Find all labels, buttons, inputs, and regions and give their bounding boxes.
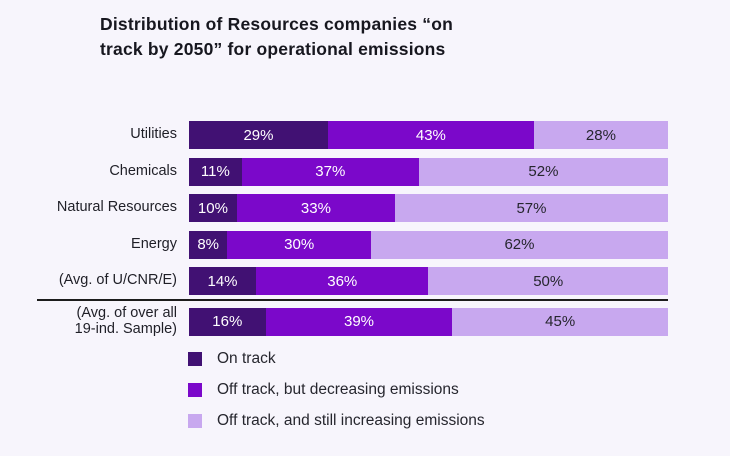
bar-segment-off-track-decreasing: 30% bbox=[227, 230, 371, 259]
bar-segment-off-track-increasing: 62% bbox=[371, 230, 668, 259]
legend-label: On track bbox=[217, 350, 276, 367]
bar-segment-off-track-increasing: 28% bbox=[533, 121, 668, 149]
bar-segment-off-track-decreasing: 43% bbox=[327, 121, 534, 149]
group-divider-line bbox=[37, 299, 668, 301]
bar-segment-on-track: 16% bbox=[189, 307, 266, 336]
bar-row: Energy 8% 30% 62% bbox=[37, 230, 668, 259]
legend-item-on-track: On track bbox=[188, 350, 485, 368]
legend-label: Off track, and still increasing emission… bbox=[217, 412, 485, 429]
bar-row: Chemicals 11% 37% 52% bbox=[37, 157, 668, 186]
category-label: (Avg. of over all 19-ind. Sample) bbox=[74, 305, 177, 337]
stacked-bar: 29% 43% 28% bbox=[189, 121, 668, 149]
segment-value-label: 62% bbox=[504, 236, 535, 253]
legend-swatch-on-track bbox=[188, 352, 202, 366]
bar-segment-on-track: 8% bbox=[189, 230, 228, 259]
segment-value-label: 28% bbox=[585, 126, 616, 144]
segment-value-label: 29% bbox=[243, 126, 274, 144]
bar-segment-off-track-decreasing: 39% bbox=[265, 307, 453, 336]
stacked-bar: 16% 39% 45% bbox=[189, 307, 668, 336]
segment-value-label: 57% bbox=[516, 199, 547, 217]
legend-item-off-track-decreasing: Off track, but decreasing emissions bbox=[188, 381, 485, 399]
bar-segment-off-track-decreasing: 36% bbox=[256, 267, 429, 295]
bar-row: Utilities 29% 43% 28% bbox=[37, 121, 668, 149]
segment-value-label: 50% bbox=[533, 272, 564, 290]
segment-value-label: 37% bbox=[315, 163, 346, 180]
chart-legend: On track Off track, but decreasing emissi… bbox=[188, 350, 485, 443]
segment-value-label: 14% bbox=[207, 272, 238, 290]
stacked-bar: 8% 30% 62% bbox=[189, 230, 668, 259]
bar-segment-on-track: 14% bbox=[189, 267, 257, 295]
legend-label: Off track, but decreasing emissions bbox=[217, 381, 459, 398]
bar-segment-on-track: 10% bbox=[189, 194, 237, 222]
segment-value-label: 43% bbox=[415, 126, 446, 144]
bar-segment-on-track: 11% bbox=[189, 157, 242, 186]
segment-value-label: 16% bbox=[212, 313, 243, 330]
stacked-bar: 14% 36% 50% bbox=[189, 267, 668, 295]
category-label: Utilities bbox=[130, 126, 177, 143]
bar-chart: Utilities 29% 43% 28% Chemicals 11% 37% 52% Natu… bbox=[37, 121, 668, 346]
bar-row: (Avg. of U/CNR/E) 14% 36% 50% bbox=[37, 267, 668, 295]
segment-value-label: 10% bbox=[197, 199, 228, 217]
category-label: Energy bbox=[131, 235, 177, 252]
category-label: Natural Resources bbox=[56, 199, 177, 216]
segment-value-label: 33% bbox=[300, 199, 331, 217]
bar-segment-off-track-decreasing: 37% bbox=[241, 157, 419, 186]
bar-segment-off-track-increasing: 52% bbox=[418, 157, 668, 186]
bar-segment-off-track-increasing: 50% bbox=[428, 267, 668, 295]
bar-segment-off-track-decreasing: 33% bbox=[236, 194, 395, 222]
chart-title: Distribution of Resources companies “on … bbox=[100, 14, 453, 59]
legend-item-off-track-increasing: Off track, and still increasing emission… bbox=[188, 412, 485, 430]
segment-value-label: 8% bbox=[197, 236, 219, 253]
bar-segment-off-track-increasing: 45% bbox=[452, 307, 668, 336]
stacked-bar: 10% 33% 57% bbox=[189, 194, 668, 222]
legend-swatch-off-track-increasing bbox=[188, 414, 202, 428]
legend-swatch-off-track-decreasing bbox=[188, 383, 202, 397]
bar-segment-off-track-increasing: 57% bbox=[394, 194, 668, 222]
segment-value-label: 39% bbox=[344, 313, 375, 330]
segment-value-label: 30% bbox=[284, 236, 315, 253]
bar-row: Natural Resources 10% 33% 57% bbox=[37, 194, 668, 222]
segment-value-label: 52% bbox=[528, 163, 559, 180]
segment-value-label: 45% bbox=[545, 313, 576, 330]
bar-segment-on-track: 29% bbox=[189, 121, 328, 149]
stacked-bar: 11% 37% 52% bbox=[189, 157, 668, 186]
segment-value-label: 36% bbox=[327, 272, 358, 290]
bar-row: (Avg. of over all 19-ind. Sample) 16% 39% 4… bbox=[37, 305, 668, 337]
category-label: Chemicals bbox=[109, 162, 177, 179]
segment-value-label: 11% bbox=[200, 163, 230, 180]
category-label: (Avg. of U/CNR/E) bbox=[58, 272, 177, 289]
